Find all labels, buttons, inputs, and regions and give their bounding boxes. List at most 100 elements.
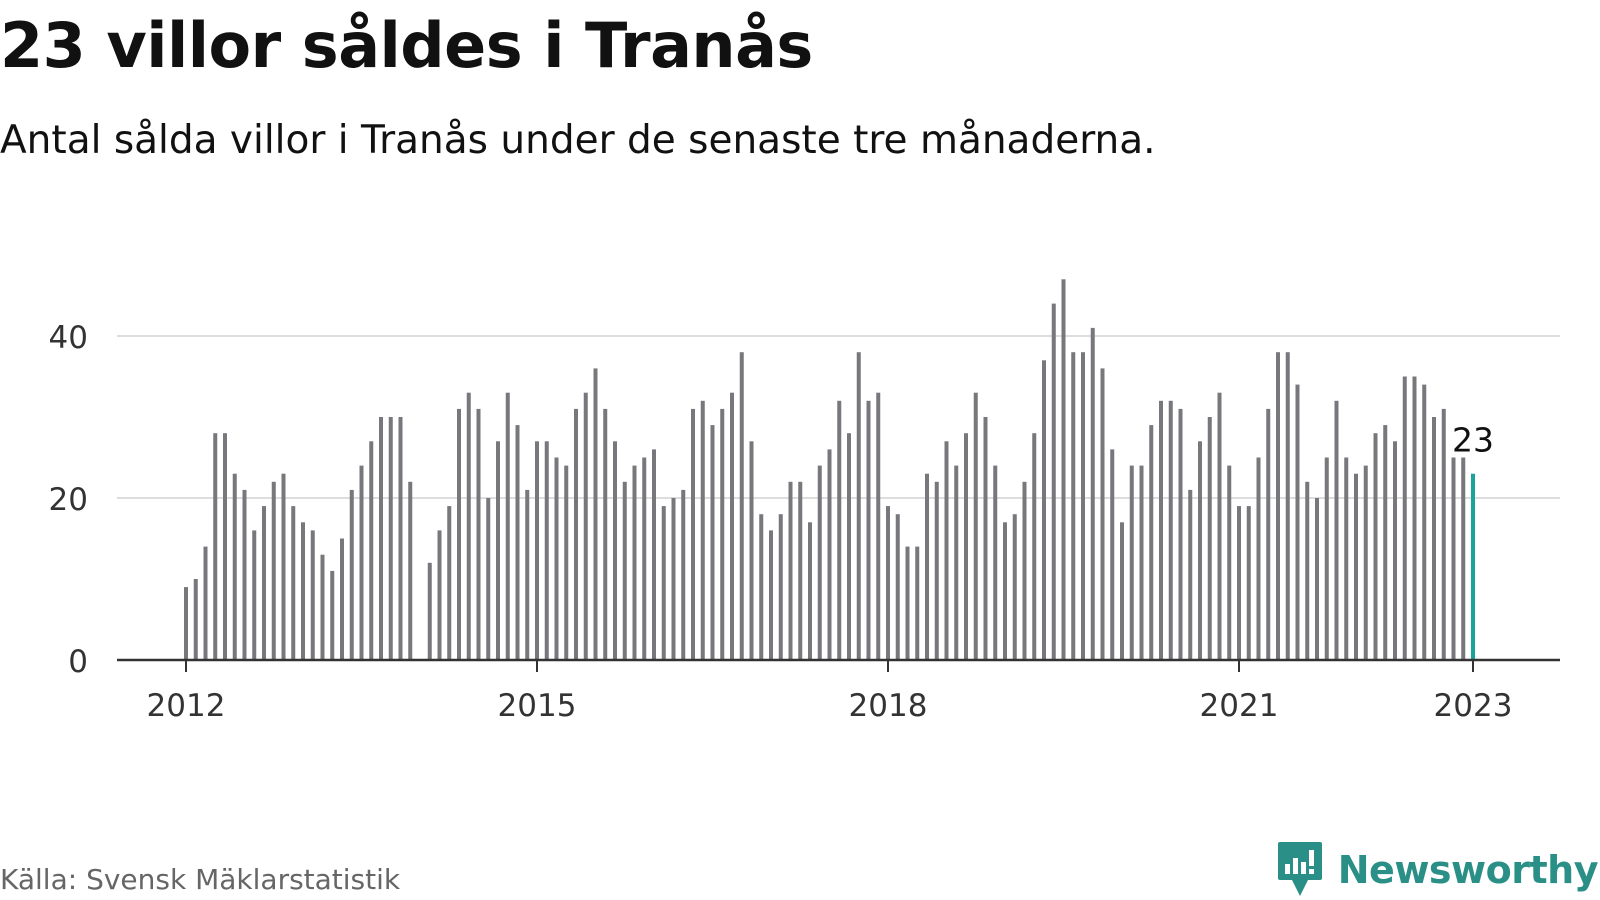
bar <box>827 449 832 660</box>
bar <box>730 392 734 660</box>
bar <box>1451 457 1456 660</box>
bar <box>583 392 588 660</box>
bar <box>983 417 988 660</box>
bar <box>720 408 725 660</box>
bar <box>622 481 627 660</box>
bar <box>886 506 890 660</box>
bar <box>1071 352 1076 660</box>
source-label: Källa: Svensk Mäklarstatistik <box>0 863 401 896</box>
bar <box>1042 360 1046 660</box>
bar <box>1402 376 1407 660</box>
bar <box>1227 465 1232 660</box>
bar <box>262 506 266 660</box>
bar <box>1246 506 1251 660</box>
bar <box>281 473 286 660</box>
bar <box>739 352 744 660</box>
bar <box>1110 449 1115 660</box>
bar <box>359 465 364 660</box>
bar <box>1354 473 1358 660</box>
bar <box>1393 441 1397 660</box>
bar <box>1061 279 1066 660</box>
chart-subtitle: Antal sålda villor i Tranås under de sen… <box>0 118 1156 163</box>
bar <box>1363 465 1368 660</box>
bar <box>1022 481 1027 660</box>
bar <box>866 400 871 660</box>
bar <box>1373 433 1378 660</box>
y-tick-label: 40 <box>49 320 88 356</box>
bar <box>710 425 715 660</box>
last-value-label: 23 <box>1452 421 1494 460</box>
bar <box>232 473 237 660</box>
bar <box>447 506 452 660</box>
bar <box>223 433 227 660</box>
bar <box>817 465 822 660</box>
bar <box>291 506 296 660</box>
bar <box>681 489 686 660</box>
x-tick-label: 2015 <box>498 688 577 724</box>
bar <box>554 457 559 660</box>
x-tick-label: 2021 <box>1200 688 1279 724</box>
bar <box>1188 489 1193 660</box>
bar <box>193 579 198 660</box>
brand-logo[interactable]: Newsworthy <box>1276 840 1599 900</box>
bar <box>934 481 939 660</box>
bar <box>925 473 929 660</box>
bar <box>1422 384 1427 660</box>
bar <box>1178 408 1183 660</box>
bar <box>1295 384 1300 660</box>
bar-highlight <box>1471 473 1475 660</box>
bar <box>535 441 539 660</box>
bar <box>642 457 647 660</box>
bar <box>1441 408 1446 660</box>
bar <box>320 554 325 660</box>
bar <box>408 481 413 660</box>
bar <box>1168 400 1173 660</box>
x-tick-label: 2023 <box>1434 688 1513 724</box>
bar <box>1237 506 1241 660</box>
bar <box>1129 465 1134 660</box>
bar <box>1266 408 1271 660</box>
bar <box>1334 400 1339 660</box>
bar <box>808 522 812 660</box>
bar <box>544 441 549 660</box>
bar <box>593 368 598 660</box>
bar <box>427 562 432 660</box>
bar <box>1139 465 1144 660</box>
bar <box>564 465 569 660</box>
bar <box>1217 392 1222 660</box>
bar <box>1315 498 1319 660</box>
bar <box>603 408 608 660</box>
bar <box>301 522 305 660</box>
bar <box>1305 481 1310 660</box>
bar <box>652 449 656 660</box>
bar <box>1003 522 1007 660</box>
bar <box>769 530 773 660</box>
bar <box>1412 376 1417 660</box>
y-tick-label: 20 <box>49 482 88 518</box>
bar <box>1012 514 1017 660</box>
bar <box>340 538 344 660</box>
bar <box>632 465 637 660</box>
bar <box>310 530 315 660</box>
bar <box>661 506 666 660</box>
bar <box>964 433 968 660</box>
bar <box>1461 457 1466 660</box>
bar <box>496 441 500 660</box>
bar <box>847 433 851 660</box>
bar <box>788 481 793 660</box>
x-tick-label: 2018 <box>849 688 928 724</box>
bar <box>671 498 676 660</box>
bar <box>798 481 803 660</box>
bar <box>457 408 461 660</box>
bar <box>856 352 861 660</box>
bar <box>388 417 393 660</box>
bar <box>1149 425 1154 660</box>
bar <box>525 489 530 660</box>
bar <box>252 530 257 660</box>
bar <box>700 400 705 660</box>
bar <box>691 408 695 660</box>
newsworthy-icon <box>1277 842 1322 896</box>
bar <box>954 465 959 660</box>
bar <box>1081 352 1085 660</box>
